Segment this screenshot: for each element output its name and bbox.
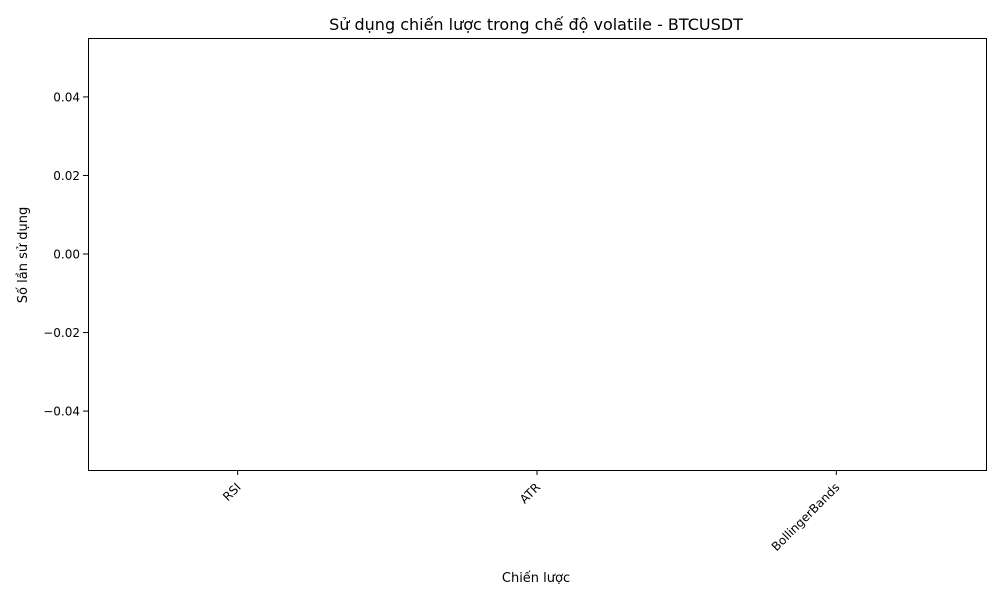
chart-title: Sử dụng chiến lược trong chế độ volatile… xyxy=(329,15,743,34)
x-tick-label: ATR xyxy=(517,480,543,506)
y-axis-label: Số lần sử dụng xyxy=(16,207,31,303)
y-tick-label: −0.04 xyxy=(43,405,80,419)
plot-area xyxy=(88,38,987,471)
x-tick-label: BollingerBands xyxy=(769,480,843,554)
y-tick-label: 0.00 xyxy=(53,248,80,262)
y-axis: 0.04 0.02 0.00 −0.02 −0.04 xyxy=(43,90,88,419)
y-tick-label: 0.02 xyxy=(53,169,80,183)
x-axis: RSI ATR BollingerBands xyxy=(220,470,842,554)
x-axis-label: Chiến lược xyxy=(502,571,570,586)
y-tick-label: −0.02 xyxy=(43,326,80,340)
x-tick-label: RSI xyxy=(220,480,244,504)
y-tick-label: 0.04 xyxy=(53,90,80,104)
